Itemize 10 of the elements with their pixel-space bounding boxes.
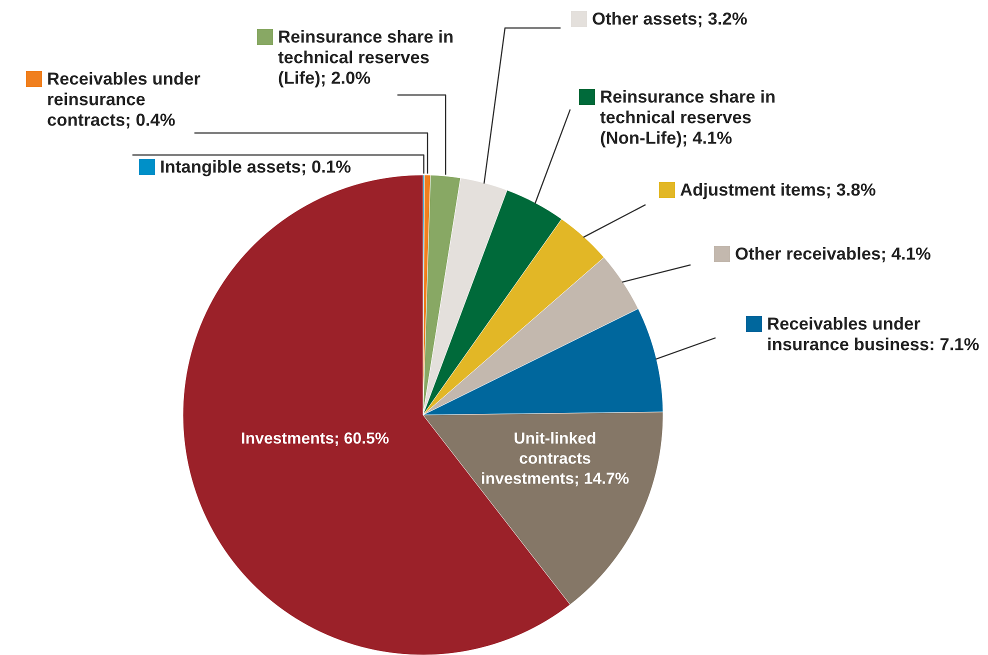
legend-label: Receivables under reinsurance contracts; 0.4% [48, 72, 200, 128]
legend-label: Receivables under insurance business: 7.1% [768, 317, 979, 350]
legend-label: Reinsurance share in technical reserves (Life); 2.0% [278, 30, 453, 88]
legend-label: Reinsurance share in technical reserves (Non-Life); 4.1% [600, 90, 775, 148]
legend-label: Adjustment items; 3.8% [680, 183, 876, 200]
legend-label: Other assets; 3.2% [592, 12, 747, 28]
slice-label: Investments; 60.5% [242, 432, 389, 446]
legend-label: Intangible assets; 0.1% [161, 160, 351, 176]
legend-label: Other receivables; 4.1% [736, 247, 930, 262]
slice-label: Unit-linked contracts investments; 14.7% [482, 432, 629, 486]
